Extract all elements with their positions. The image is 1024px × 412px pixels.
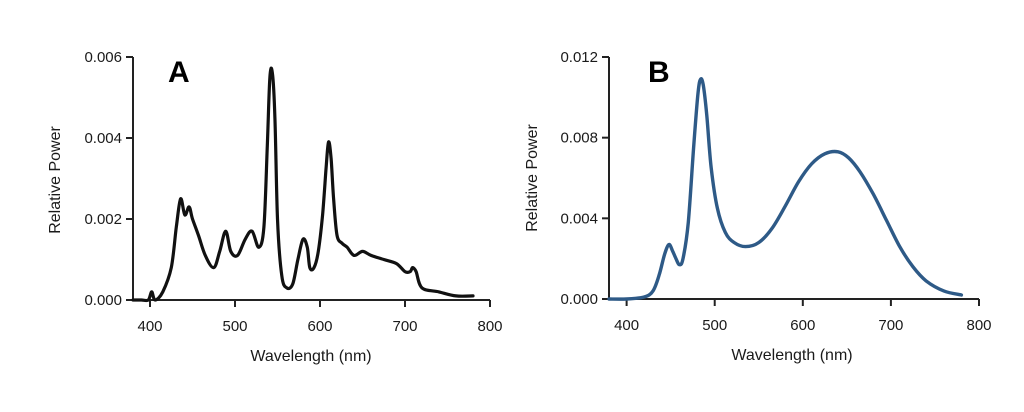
panel-a-x-axis-label: Wavelength (nm)	[250, 348, 371, 365]
panel-b: B 0.000 0.004 0.008 0.012 400 500 600 700 800 W…	[524, 49, 992, 364]
panel-a-y-tick-label: 0.004	[84, 130, 122, 147]
panel-a-y-ticks: 0.000 0.002 0.004 0.006	[84, 49, 133, 309]
panel-a-letter: A	[168, 56, 190, 89]
panel-b-series-line	[607, 77, 964, 301]
panel-a-y-axis-label: Relative Power	[47, 126, 64, 234]
panel-b-x-axis-label: Wavelength (nm)	[731, 347, 852, 364]
panel-b-y-tick-label: 0.000	[560, 291, 598, 308]
panel-a-y-tick-label: 0.000	[84, 292, 122, 309]
panel-a-x-tick-label: 700	[392, 318, 417, 335]
panel-a-series-line	[131, 66, 475, 303]
panel-a: A 0.000 0.002 0.004 0.006 400 500 600 700 800 W…	[47, 49, 503, 365]
panel-b-x-tick-label: 400	[614, 317, 639, 334]
panel-b-letter: B	[648, 56, 670, 89]
panel-b-x-tick-label: 600	[790, 317, 815, 334]
panel-b-y-tick-label: 0.012	[560, 49, 598, 66]
panel-a-x-ticks: 400 500 600 700 800	[137, 300, 503, 335]
panel-b-y-tick-label: 0.004	[560, 210, 598, 227]
panel-a-x-tick-label: 400	[137, 318, 162, 335]
panel-a-x-tick-label: 600	[307, 318, 332, 335]
panel-b-y-tick-label: 0.008	[560, 130, 598, 147]
panel-b-y-axis-label: Relative Power	[524, 124, 541, 232]
panel-a-y-tick-label: 0.002	[84, 211, 122, 228]
panel-a-x-tick-label: 500	[222, 318, 247, 335]
panel-a-x-tick-label: 800	[477, 318, 502, 335]
panel-b-y-ticks: 0.000 0.004 0.008 0.012	[560, 49, 609, 308]
panel-b-x-tick-label: 800	[966, 317, 991, 334]
panel-b-x-ticks: 400 500 600 700 800	[614, 299, 992, 334]
panel-b-x-tick-label: 700	[878, 317, 903, 334]
panel-b-x-tick-label: 500	[702, 317, 727, 334]
panel-a-y-tick-label: 0.006	[84, 49, 122, 66]
